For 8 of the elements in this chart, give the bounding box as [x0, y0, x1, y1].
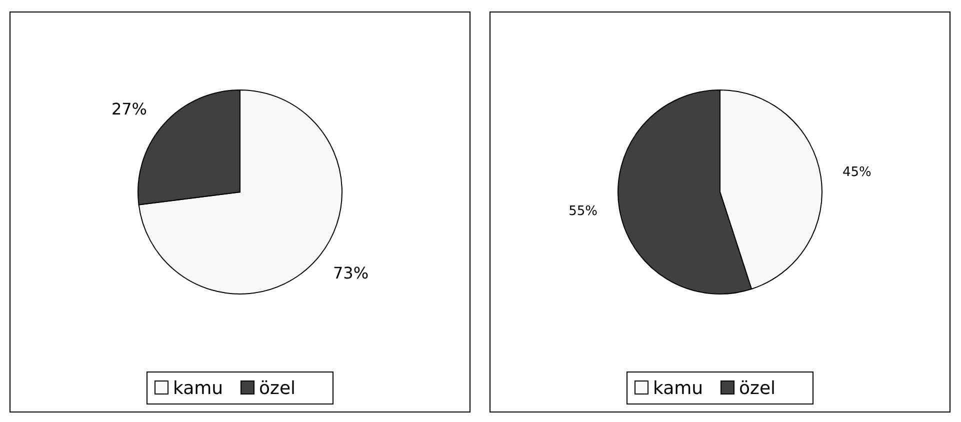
data-label: 27% [111, 99, 147, 118]
legend-label: özel [259, 378, 296, 399]
data-label: 73% [333, 263, 369, 282]
legend-label: kamu [653, 378, 704, 399]
data-label: 55% [568, 204, 598, 219]
data-label: 45% [842, 165, 872, 180]
legend-label: özel [739, 378, 776, 399]
legend-label: kamu [173, 378, 224, 399]
